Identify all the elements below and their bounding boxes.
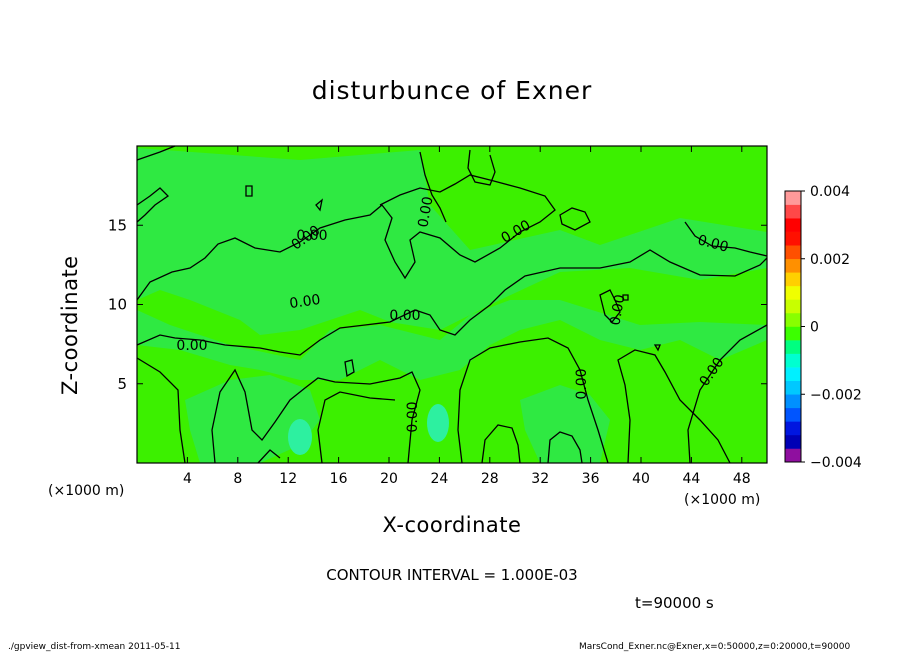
colorbar-swatch [785, 191, 801, 205]
negative-region [137, 148, 767, 335]
contour-line [684, 221, 768, 257]
x-tick-label: 32 [531, 471, 549, 487]
x-tick-label: 8 [233, 471, 242, 487]
contour-line [687, 324, 768, 464]
contour-line [599, 289, 621, 323]
x-tick-label: 24 [430, 471, 448, 487]
negative-blob [288, 419, 312, 455]
colorbar-swatch [785, 394, 801, 409]
contour-line [419, 151, 447, 223]
colorbar-tick-label: 0.004 [810, 184, 850, 200]
x-tick-label: 44 [682, 471, 700, 487]
negative-region [520, 385, 610, 463]
colorbar-swatch [785, 231, 801, 246]
contour-label: 0.00 [176, 338, 207, 354]
colorbar-swatch [785, 367, 801, 381]
contour-label: 0.00 [696, 232, 730, 256]
x-units-right: (×1000 m) [684, 492, 761, 508]
x-tick-label: 12 [279, 471, 297, 487]
x-tick-label: 40 [632, 471, 650, 487]
contour-line [245, 185, 253, 197]
contour-line [547, 431, 583, 464]
contour-interval-text: CONTOUR INTERVAL = 1.000E-03 [326, 566, 578, 584]
negative-blob [427, 404, 449, 442]
contour-line [136, 174, 556, 301]
colorbar-swatch [785, 204, 801, 219]
contour-line [136, 249, 768, 356]
contour-line [344, 359, 355, 378]
y-tick-label: 10 [108, 296, 127, 314]
y-tick-label: 5 [117, 375, 127, 393]
colorbar-tick-label: 0.002 [810, 252, 850, 268]
contour-line [136, 357, 186, 464]
contour-line [653, 344, 661, 352]
colorbar-swatch [785, 448, 801, 463]
colorbar-swatch [785, 299, 801, 314]
contour-label: 0.00 [607, 293, 628, 326]
colorbar-tick-label: −0.002 [810, 387, 862, 403]
x-tick-label: 16 [330, 471, 348, 487]
colorbar-swatch [785, 258, 801, 273]
x-tick-label: 20 [380, 471, 398, 487]
y-axis: 5 10 15 [108, 216, 767, 393]
colorbar-swatch [785, 326, 801, 341]
colorbar-swatch [785, 380, 801, 395]
contour-label: 0.00 [415, 195, 436, 228]
colorbar-swatch [785, 312, 801, 327]
x-tick-label: 28 [481, 471, 499, 487]
x-tick-label: 48 [733, 471, 751, 487]
colorbar-tick-label: 0 [810, 320, 819, 336]
x-axis: 4 8 12 16 20 24 28 32 36 40 44 48 [183, 146, 751, 487]
y-axis-label: Z-coordinate [58, 255, 82, 395]
contour-line [457, 337, 609, 464]
footer-right: MarsCond_Exner.nc@Exner,x=0:50000,z=0:20… [579, 642, 851, 652]
chart-title: disturbunce of Exner [311, 76, 593, 105]
colorbar-tick-label: −0.004 [810, 455, 862, 471]
colorbar-swatch [785, 245, 801, 260]
contour-line [257, 449, 281, 464]
x-units-left: (×1000 m) [48, 483, 125, 499]
contour-label: 0.00 [296, 228, 327, 244]
colorbar-swatch [785, 340, 801, 354]
contour-label: 0.00 [389, 308, 420, 324]
x-tick-label: 4 [183, 471, 192, 487]
colorbar: 0.004 0.002 0 −0.002 −0.004 [784, 184, 862, 471]
colorbar-swatch [785, 407, 801, 422]
x-tick-label: 36 [582, 471, 600, 487]
contour-line [136, 145, 176, 161]
contour-line [211, 368, 421, 464]
colorbar-swatch [785, 421, 801, 436]
colorbar-swatch [785, 218, 801, 232]
contour-label: 0.00 [574, 368, 590, 399]
contour-line [467, 149, 496, 186]
contour-line [136, 187, 170, 223]
contour-label: 0.00 [405, 401, 421, 432]
contour-label: 0.00 [288, 292, 321, 312]
contour-line [617, 349, 731, 464]
colorbar-swatch [785, 272, 801, 287]
y-tick-label: 15 [108, 216, 127, 234]
colorbar-swatch [785, 285, 801, 300]
contour-line [622, 294, 629, 301]
contour-label-layer: 0.000.000.000.000.000.000.000.000.000.00… [176, 195, 730, 432]
x-axis-label: X-coordinate [382, 513, 522, 537]
footer-left: ./gpview_dist-from-xmean 2011-05-11 [8, 642, 181, 652]
time-text: t=90000 s [635, 594, 714, 612]
contour-line [559, 207, 591, 231]
colorbar-swatch [785, 434, 801, 449]
colorbar-swatch [785, 353, 801, 368]
contour-line [317, 391, 396, 464]
contour-lines [136, 145, 768, 464]
contour-line [481, 424, 521, 464]
contour-line [315, 198, 323, 212]
